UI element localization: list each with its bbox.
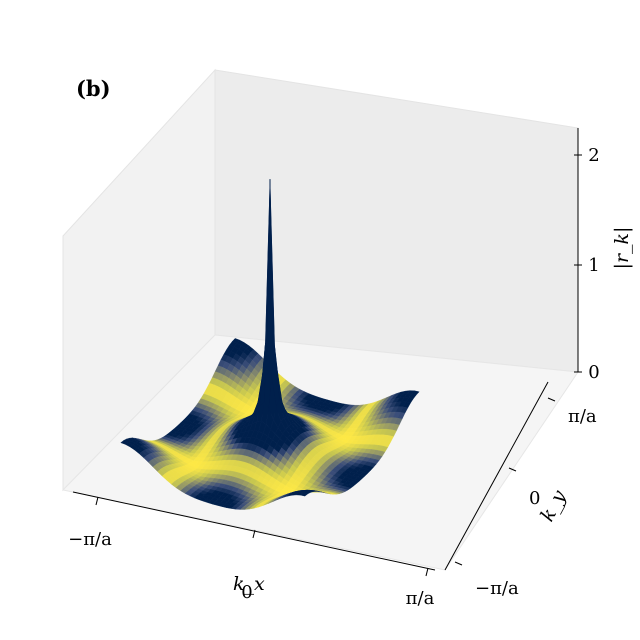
y-tick-label: π/a [568, 406, 597, 427]
surface-mesh [120, 179, 420, 510]
y-axis-line [444, 381, 549, 571]
z-axis-title: |r_k| [611, 227, 633, 270]
y-tick-mark [547, 397, 556, 402]
x-tick-mark [252, 529, 256, 539]
y-tick-label: 0 [529, 488, 540, 509]
panel-label: (b) [76, 76, 111, 101]
z-tick-label: 0 [588, 362, 599, 383]
x-axis-line [72, 491, 436, 571]
y-tick-mark [454, 561, 463, 566]
x-tick-label: π/a [406, 588, 435, 609]
x-axis-title: k_x [233, 573, 265, 595]
surface-patch [299, 492, 309, 497]
y-tick-label: −π/a [475, 578, 519, 599]
x-tick-label: −π/a [68, 529, 112, 550]
z-tick-label: 2 [588, 145, 599, 166]
x-tick-mark [425, 567, 429, 577]
x-tick-label: 0 [241, 582, 252, 603]
y-tick-mark [508, 467, 517, 472]
y-axis-title: k_y [536, 487, 570, 526]
x-tick-mark [95, 496, 99, 506]
z-tick-label: 1 [588, 255, 599, 276]
